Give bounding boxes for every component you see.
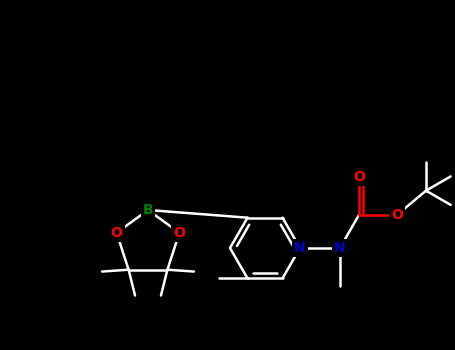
Text: O: O bbox=[353, 170, 365, 184]
Text: O: O bbox=[173, 226, 185, 240]
Text: N: N bbox=[294, 241, 306, 255]
Text: O: O bbox=[111, 226, 122, 240]
Text: N: N bbox=[334, 241, 346, 255]
Text: B: B bbox=[143, 203, 153, 217]
Text: O: O bbox=[391, 208, 403, 222]
